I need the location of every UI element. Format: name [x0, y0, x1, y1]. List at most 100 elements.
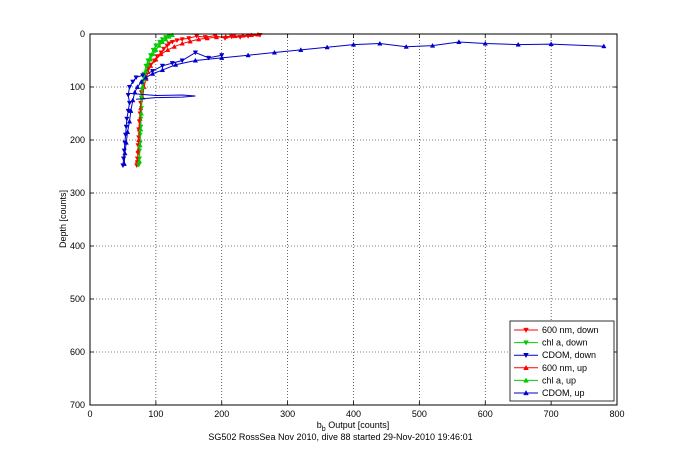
- legend-label: CDOM, down: [542, 350, 596, 360]
- legend-label: chl a, up: [542, 375, 576, 385]
- data-point: [548, 41, 554, 47]
- x-axis-label: bb Output [counts]: [317, 420, 389, 433]
- data-point: [136, 158, 143, 164]
- data-point: [163, 36, 169, 42]
- data-point: [240, 32, 246, 38]
- x-tick-label: 100: [148, 409, 163, 419]
- data-point: [324, 44, 330, 50]
- data-point: [196, 36, 202, 42]
- data-point: [124, 129, 131, 135]
- data-point: [377, 40, 383, 46]
- x-tick-label: 200: [214, 409, 229, 419]
- y-axis-label: Depth [counts]: [58, 190, 68, 248]
- data-point: [601, 43, 607, 49]
- data-point: [150, 51, 156, 57]
- data-point: [126, 118, 133, 124]
- data-point: [126, 84, 133, 90]
- data-point: [174, 38, 180, 44]
- legend-marker: [523, 377, 529, 383]
- data-point: [128, 108, 134, 113]
- x-tick-label: 600: [478, 409, 493, 419]
- y-tick-label: 100: [70, 82, 85, 92]
- data-point: [186, 36, 192, 41]
- data-point: [138, 78, 145, 84]
- data-point: [161, 46, 167, 52]
- data-point: [456, 39, 462, 44]
- data-point: [145, 62, 151, 67]
- data-point: [165, 47, 171, 52]
- data-point: [173, 62, 179, 67]
- data-point: [130, 97, 136, 103]
- data-point: [138, 126, 144, 132]
- x-tick-label: 700: [544, 409, 559, 419]
- y-tick-label: 200: [70, 135, 85, 145]
- data-point: [169, 32, 175, 38]
- data-point: [159, 67, 166, 73]
- data-point: [140, 84, 146, 90]
- legend-marker: [523, 353, 529, 359]
- data-point: [204, 35, 210, 41]
- x-axis-label-subscript: b: [322, 426, 326, 433]
- data-point: [187, 38, 193, 44]
- legend-box: [509, 320, 615, 402]
- x-tick-label: 500: [412, 409, 427, 419]
- data-point: [135, 147, 141, 153]
- data-point: [164, 43, 170, 49]
- data-point: [515, 41, 521, 47]
- series-2: [120, 50, 225, 169]
- data-point: [271, 49, 278, 55]
- data-point: [179, 37, 185, 43]
- data-point: [153, 43, 159, 49]
- data-point: [143, 68, 149, 74]
- data-point: [223, 33, 229, 39]
- data-point: [156, 42, 162, 48]
- data-point: [245, 52, 251, 58]
- x-tick-label: 300: [280, 409, 295, 419]
- data-point: [482, 40, 488, 46]
- data-point: [403, 44, 409, 49]
- data-point: [158, 51, 164, 57]
- y-tick-label: 300: [70, 188, 85, 198]
- legend-label: 600 nm, up: [542, 363, 587, 373]
- spike-line: [129, 92, 196, 100]
- legend-marker: [523, 340, 529, 346]
- data-point: [171, 44, 177, 49]
- data-point: [122, 150, 128, 156]
- data-point: [232, 33, 238, 39]
- data-point: [121, 161, 127, 166]
- data-point: [298, 47, 304, 52]
- axis-ticks: 0 100 200 300 400 500 600 700 800 0 100 200 300 400 50…: [70, 29, 625, 419]
- data-point: [169, 61, 175, 66]
- data-point: [147, 56, 154, 62]
- y-tick-label: 500: [70, 294, 85, 304]
- y-tick-label: 0: [80, 29, 85, 39]
- x-tick-label: 400: [346, 409, 361, 419]
- x-tick-label: 0: [87, 409, 92, 419]
- data-point: [123, 124, 129, 130]
- data-point: [124, 116, 130, 122]
- legend-marker: [523, 390, 529, 396]
- legend: 600 nm, down chl a, down CDOM, down 600 nm,…: [509, 320, 615, 402]
- data-point: [213, 34, 220, 40]
- legend-label: CDOM, up: [542, 388, 585, 398]
- data-point: [192, 50, 199, 56]
- series-5: [121, 39, 607, 166]
- data-point: [159, 63, 166, 69]
- data-point: [192, 57, 199, 63]
- data-point: [149, 71, 156, 76]
- x-axis-label-main: b: [317, 420, 322, 430]
- data-point: [125, 92, 131, 98]
- data-point: [143, 74, 149, 80]
- data-point: [205, 55, 212, 61]
- data-point: [138, 110, 145, 116]
- data-point: [429, 42, 436, 48]
- legend-marker: [523, 327, 529, 333]
- data-point: [179, 40, 185, 46]
- data-point: [134, 84, 141, 90]
- data-point: [130, 79, 136, 85]
- data-point: [137, 142, 143, 148]
- data-point: [153, 47, 159, 52]
- legend-label: 600 nm, down: [542, 325, 599, 335]
- legend-marker: [523, 364, 529, 370]
- figure-caption: SG502 RossSea Nov 2010, dive 88 started …: [208, 432, 473, 442]
